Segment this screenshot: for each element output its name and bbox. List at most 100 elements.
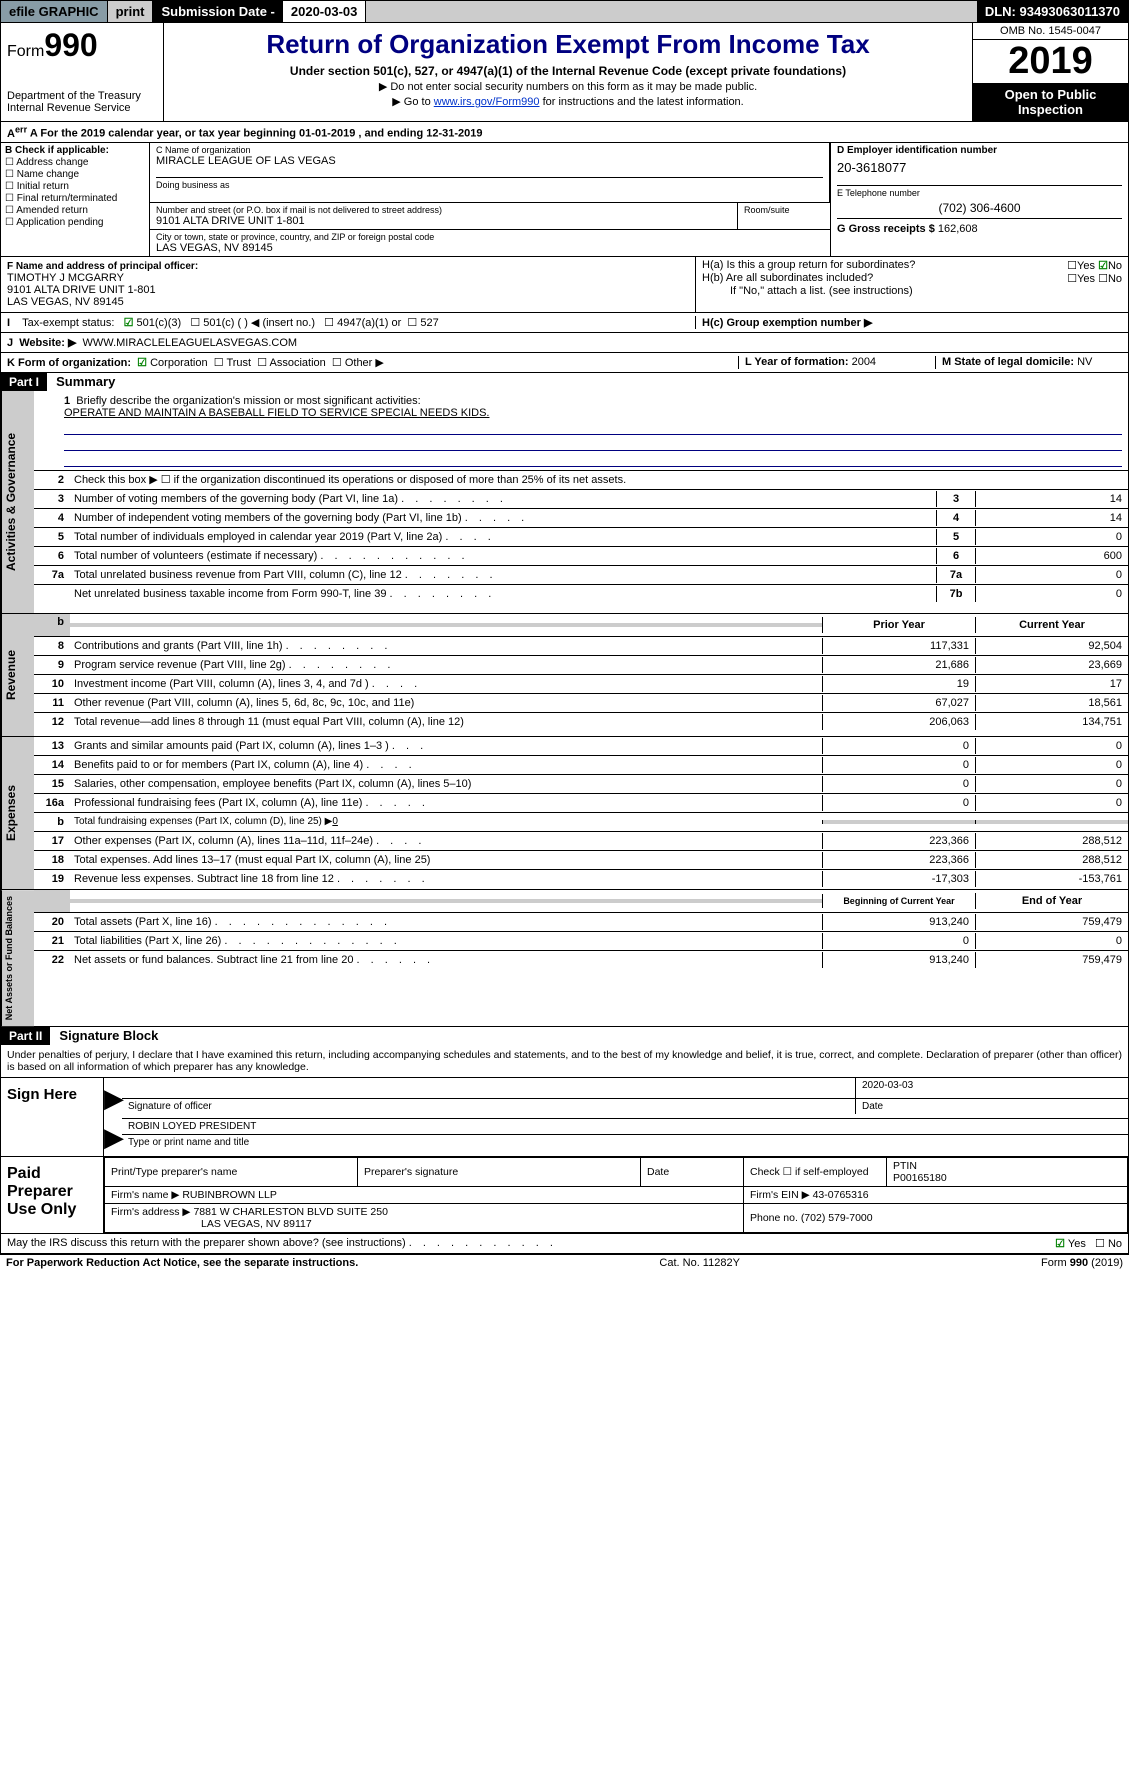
l17: Other expenses (Part IX, column (A), lin… [74,835,373,847]
f-name: TIMOTHY J MCGARRY [7,272,689,284]
l22: Net assets or fund balances. Subtract li… [74,954,353,966]
m-label: M State of legal domicile: [942,356,1074,368]
sig-date-label: Date [856,1099,1128,1114]
begin-year-hdr: Beginning of Current Year [822,894,975,908]
dba-label: Doing business as [156,180,823,190]
i-501c[interactable]: 501(c) ( ) ◀ (insert no.) [203,317,315,329]
e-label: E Telephone number [837,188,1122,198]
i-501c3[interactable]: 501(c)(3) [137,317,182,329]
l7b: Net unrelated business taxable income fr… [74,588,386,600]
l16a: Professional fundraising fees (Part IX, … [74,797,362,809]
j-label: Website: ▶ [19,337,76,349]
b-name[interactable]: Name change [17,169,79,180]
k-label: K Form of organization: [7,357,131,369]
form-header: Form990 Department of the Treasury Inter… [0,23,1129,122]
discuss: May the IRS discuss this return with the… [7,1237,406,1249]
p9: 21,686 [822,657,975,673]
p19: -17,303 [822,871,975,887]
k-other[interactable]: Other ▶ [345,357,384,369]
summary-governance: Activities & Governance 1 Briefly descri… [0,391,1129,614]
b-addr[interactable]: Address change [16,157,88,168]
c14: 0 [975,757,1128,773]
name-block: C Name of organization MIRACLE LEAGUE OF… [150,143,830,202]
row-j: J Website: ▶ WWW.MIRACLELEAGUELASVEGAS.C… [0,333,1129,353]
l8: Contributions and grants (Part VIII, lin… [74,640,283,652]
section-bcd: B Check if applicable: ☐ Address change … [0,143,1129,257]
l5: Total number of individuals employed in … [74,531,442,543]
k-corp[interactable]: Corporation [150,357,207,369]
l-value: 2004 [852,356,876,368]
k-assoc[interactable]: Association [270,357,326,369]
b-final[interactable]: Final return/terminated [17,193,118,204]
i-4947[interactable]: 4947(a)(1) or [337,317,401,329]
part2-title: Signature Block [53,1026,164,1045]
middle-block: C Name of organization MIRACLE LEAGUE OF… [150,143,830,256]
discuss-yes[interactable]: Yes [1068,1238,1086,1250]
goto-pre: ▶ Go to [392,96,433,108]
form-subtitle-1: Under section 501(c), 527, or 4947(a)(1)… [172,64,964,78]
b-app[interactable]: Application pending [16,217,103,228]
l1-text: OPERATE AND MAINTAIN A BASEBALL FIELD TO… [64,407,489,419]
c-name-label: C Name of organization [156,145,823,155]
irs-link[interactable]: www.irs.gov/Form990 [434,96,540,108]
v7a: 0 [975,567,1128,583]
p10: 19 [822,676,975,692]
summary-expenses: Expenses 13Grants and similar amounts pa… [0,737,1129,890]
row-i: I Tax-exempt status: ☑ 501(c)(3) ☐ 501(c… [0,313,1129,333]
prep-date-lbl: Date [641,1157,744,1186]
c8: 92,504 [975,638,1128,654]
paid-preparer-row: Paid Preparer Use Only Print/Type prepar… [1,1156,1128,1233]
c11: 18,561 [975,695,1128,711]
current-year-hdr: Current Year [975,617,1128,633]
firm-addr-lbl: Firm's address ▶ [111,1206,191,1218]
side-governance: Activities & Governance [1,391,34,613]
hb-no[interactable]: No [1108,273,1122,285]
col-b-checkboxes: B Check if applicable: ☐ Address change … [1,143,150,256]
submission-date-label: Submission Date - [153,1,282,22]
paid-preparer-label: Paid Preparer Use Only [1,1157,104,1233]
sign-here-label: Sign Here [1,1078,104,1156]
dept-treasury: Department of the Treasury [7,90,157,102]
d-value: 20-3618077 [837,156,1122,185]
g-label: G Gross receipts $ [837,223,935,235]
city-label: City or town, state or province, country… [156,232,434,242]
end-year-hdr: End of Year [975,893,1128,909]
c22: 759,479 [975,952,1128,968]
efile-graphic-button[interactable]: efile GRAPHIC [1,1,108,22]
ha-yes[interactable]: Yes [1077,260,1095,272]
l10: Investment income (Part VIII, column (A)… [74,678,369,690]
b-initial[interactable]: Initial return [17,181,69,192]
print-button[interactable]: print [108,1,154,22]
l18: Total expenses. Add lines 13–17 (must eq… [70,852,822,868]
check-self[interactable]: Check ☐ if self-employed [744,1157,887,1186]
c21: 0 [975,933,1128,949]
side-netassets: Net Assets or Fund Balances [1,890,34,1026]
irs: Internal Revenue Service [7,102,157,114]
l7a: Total unrelated business revenue from Pa… [74,569,402,581]
ha-no[interactable]: No [1108,260,1122,272]
l19: Revenue less expenses. Subtract line 18 … [74,873,334,885]
firm-addr1: 7881 W CHARLESTON BLVD SUITE 250 [193,1206,388,1218]
e-value: (702) 306-4600 [837,198,1122,218]
prep-sig-lbl: Preparer's signature [358,1157,641,1186]
c19: -153,761 [975,871,1128,887]
b-amended[interactable]: Amended return [16,205,88,216]
part2-header: Part II [1,1027,50,1045]
submission-date-value: 2020-03-03 [283,1,367,22]
c12: 134,751 [975,714,1128,730]
hc-label: H(c) Group exemption number ▶ [702,317,872,329]
l4: Number of independent voting members of … [74,512,462,524]
hb-yes[interactable]: Yes [1077,273,1095,285]
a-pre: A For the 2019 calendar year, or tax yea… [30,128,299,140]
discuss-no[interactable]: No [1108,1238,1122,1250]
j-value: WWW.MIRACLELEAGUELASVEGAS.COM [83,337,298,349]
f-block: F Name and address of principal officer:… [1,257,695,312]
ptin-lbl: PTIN [893,1160,917,1172]
hb-note: If "No," attach a list. (see instruction… [702,285,1122,297]
p22: 913,240 [822,952,975,968]
a-begin: 01-01-2019 [299,128,355,140]
part1-header: Part I [1,373,47,391]
k-trust[interactable]: Trust [226,357,251,369]
signature-block: Under penalties of perjury, I declare th… [0,1045,1129,1254]
i-527[interactable]: 527 [420,317,438,329]
